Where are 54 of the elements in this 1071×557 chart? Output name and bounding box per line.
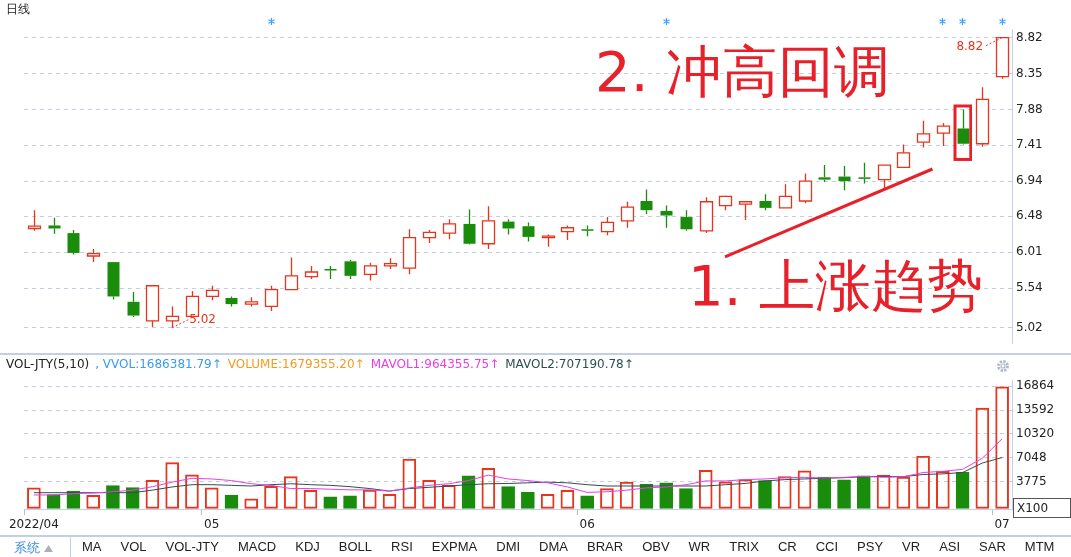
y-tick-label: 5.54 <box>1016 280 1043 295</box>
text: DMA <box>539 539 568 554</box>
annotation: 8.82 <box>956 38 984 53</box>
text: EXPMA <box>431 539 478 554</box>
y-tick-label: 3775 <box>1016 473 1047 488</box>
text: VOLUME:1679355.20↑ <box>227 357 365 371</box>
text: 系统 <box>14 539 40 557</box>
text: VR <box>902 539 921 554</box>
annotation: 2. 冲高回调 <box>595 39 891 104</box>
y-tick-label: 13592 <box>1016 402 1055 417</box>
candlestick <box>957 108 970 144</box>
candlestick <box>107 262 120 301</box>
text: KDJ <box>295 539 320 554</box>
text: WR <box>688 539 711 554</box>
y-tick-label: 10320 <box>1016 426 1055 441</box>
x-tick-label: 05 <box>204 517 220 532</box>
text: CR <box>777 539 797 554</box>
x-tick-label: 07 <box>994 517 1010 532</box>
text: MACD <box>237 539 277 554</box>
text: DMI <box>496 539 521 554</box>
text: BRAR <box>587 539 624 554</box>
annotation: 1. 上涨趋势 <box>688 253 984 318</box>
text: VOL <box>120 539 147 554</box>
text: VOL-JTY <box>165 539 219 554</box>
text: OBV <box>642 539 670 554</box>
chart-title: 日线 <box>6 1 30 18</box>
candlestick <box>858 162 871 185</box>
text: , VVOL:1686381.79↑ <box>95 357 222 371</box>
text: CCI <box>815 539 839 554</box>
text: MAVOL1:964355.75↑ <box>370 357 500 371</box>
y-tick-label: 5.02 <box>1016 319 1043 334</box>
text: SAR <box>979 539 1006 554</box>
y-tick-label: 7.41 <box>1016 137 1043 152</box>
text: BOLL <box>338 539 373 554</box>
y-tick-label: 6.01 <box>1016 244 1043 259</box>
x-tick-label: 06 <box>579 517 595 532</box>
y-tick-label: 16864 <box>1016 378 1055 393</box>
annotation: 5.02 <box>189 311 216 326</box>
y-tick-label: 7.88 <box>1016 101 1043 116</box>
y-tick-label: 6.94 <box>1016 173 1043 188</box>
text: RSI <box>391 539 413 554</box>
text: MTM <box>1024 539 1055 554</box>
text: MA <box>82 539 102 554</box>
x-tick-label: 2022/04 <box>8 517 59 532</box>
text: X100 <box>1013 498 1071 518</box>
y-tick-label: 8.35 <box>1016 65 1043 80</box>
text: PSY <box>857 539 884 554</box>
y-tick-label: 7048 <box>1016 449 1047 464</box>
text: ASI <box>939 539 961 554</box>
text: MAVOL2:707190.78↑ <box>505 357 634 371</box>
y-tick-label: 6.48 <box>1016 208 1043 223</box>
text: TRIX <box>729 539 759 554</box>
y-tick-label: 8.82 <box>1016 29 1043 44</box>
chart-title: VOL-JTY(5,10) <box>6 357 90 371</box>
